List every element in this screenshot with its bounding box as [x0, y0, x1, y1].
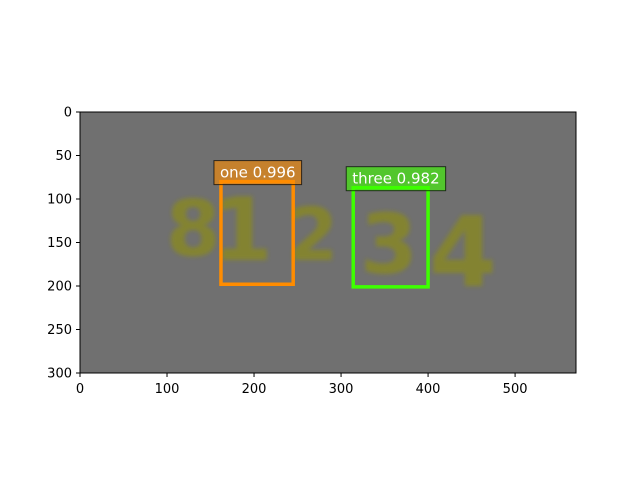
- x-tick-label-1: 100: [155, 382, 180, 397]
- detection-label-text: one 0.996: [220, 164, 296, 182]
- detection-label-bg: [345, 166, 447, 192]
- y-tick-label-6: 300: [47, 367, 72, 382]
- y-tick-label-0: 0: [64, 106, 72, 121]
- y-tick-label-1: 50: [55, 149, 72, 164]
- x-tick-label-5: 500: [503, 382, 528, 397]
- image-digit-0: 8: [166, 185, 220, 275]
- detection-labels: one 0.996 three 0.982: [213, 160, 447, 192]
- y-axis: 0 50 100 150 200 250 300: [47, 106, 80, 382]
- image-background: [80, 112, 576, 373]
- detection-label-three: three 0.982: [345, 166, 447, 192]
- image-digits: 81 2 3 4: [166, 179, 497, 309]
- x-tick-label-3: 300: [329, 382, 354, 397]
- x-tick-label-0: 0: [76, 382, 84, 397]
- image-digit-4: 4: [429, 196, 497, 309]
- y-tick-label-5: 250: [47, 323, 72, 338]
- image-digit-2: 2: [287, 193, 338, 278]
- detection-label-bg: [213, 160, 303, 186]
- detection-label-text: three 0.982: [352, 170, 439, 188]
- y-tick-label-2: 100: [47, 193, 72, 208]
- detection-label-one: one 0.996: [213, 160, 303, 186]
- y-tick-label-3: 150: [47, 236, 72, 251]
- y-tick-label-4: 200: [47, 280, 72, 295]
- x-tick-label-4: 400: [416, 382, 441, 397]
- image-digit-3: 3: [360, 196, 418, 293]
- x-axis: 0 100 200 300 400 500: [76, 373, 528, 397]
- x-tick-label-2: 200: [242, 382, 267, 397]
